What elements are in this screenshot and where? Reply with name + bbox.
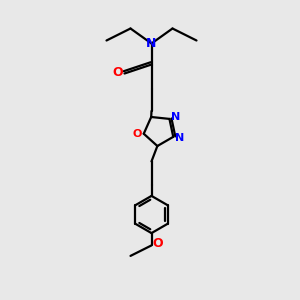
Text: O: O bbox=[133, 129, 142, 139]
Text: O: O bbox=[112, 65, 123, 79]
Text: N: N bbox=[146, 37, 157, 50]
Text: N: N bbox=[171, 112, 181, 122]
Text: N: N bbox=[175, 133, 184, 143]
Text: O: O bbox=[153, 237, 164, 250]
